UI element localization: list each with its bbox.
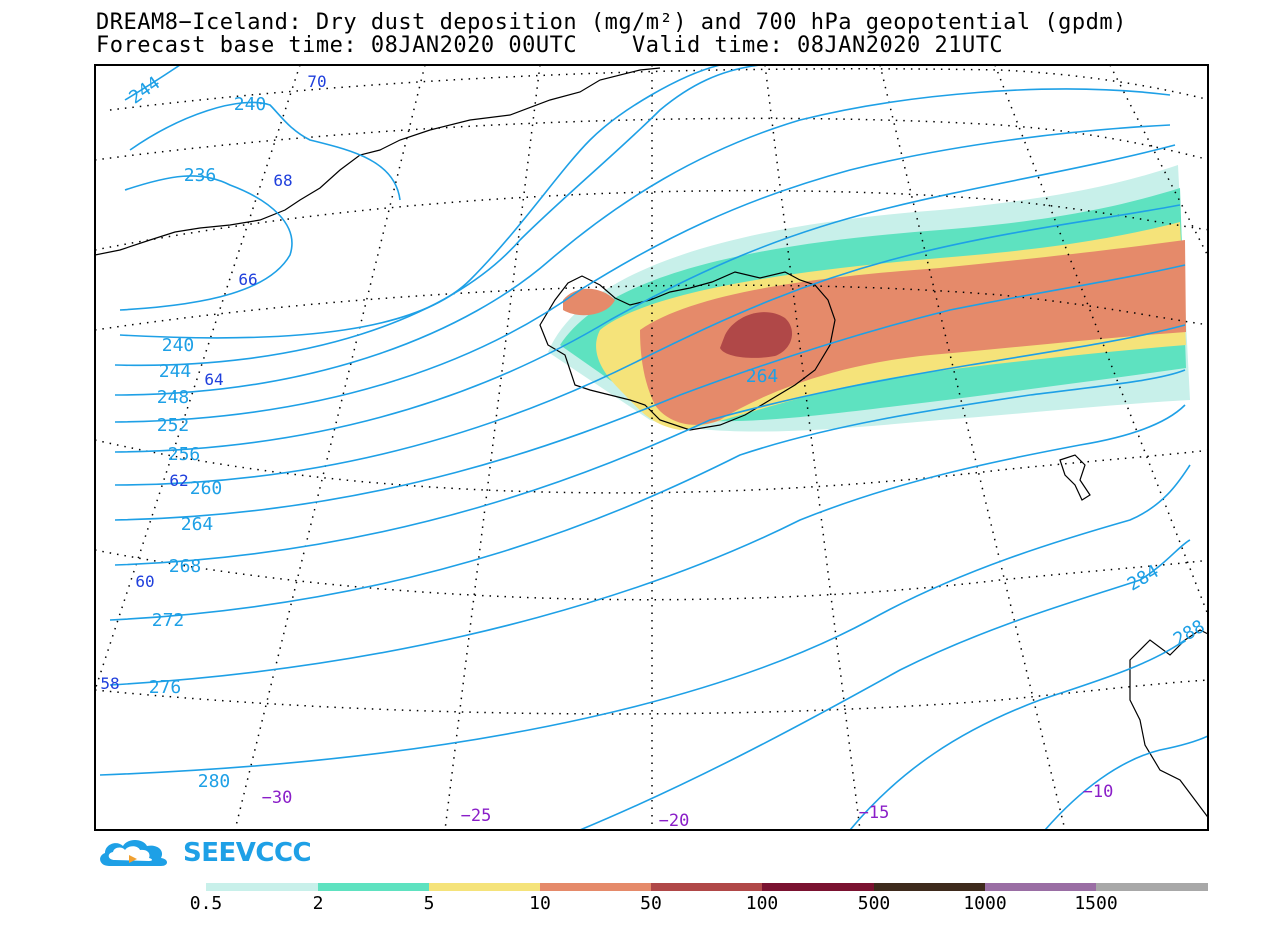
colorbar-segment — [985, 883, 1096, 891]
contour-label: 244 — [159, 361, 192, 382]
contour-label: 272 — [152, 610, 185, 631]
colorbar-tick: 50 — [640, 893, 662, 914]
colorbar-segment — [540, 883, 651, 891]
dust-band-10 — [640, 240, 1186, 425]
seevccc-logo: SEEVCCC — [95, 836, 312, 872]
lon-label: −20 — [659, 811, 690, 831]
lon-label: −10 — [1083, 782, 1114, 802]
contour-label: 280 — [198, 771, 231, 792]
contour-label: 260 — [190, 478, 223, 499]
colorbar-segment — [762, 883, 874, 891]
contour-label: 240 — [234, 94, 267, 115]
colorbar-segment — [429, 883, 540, 891]
colorbar-tick: 100 — [745, 893, 779, 914]
map-subtitle-times: Forecast base time: 08JAN2020 00UTC Vali… — [96, 33, 1004, 58]
lat-label: 68 — [273, 171, 292, 190]
lat-label: 70 — [307, 72, 326, 91]
logo-text: SEEVCCC — [183, 838, 312, 868]
contour-label: 268 — [169, 556, 202, 577]
colorbar-tick: 500 — [857, 893, 891, 914]
dust-band-50 — [720, 312, 793, 358]
contour-label: 240 — [162, 335, 195, 356]
lat-label: 58 — [100, 674, 119, 693]
cloud-icon — [100, 840, 167, 866]
contour-label: 264 — [746, 366, 779, 387]
contour-label: 264 — [181, 514, 214, 535]
colorbar-segment — [874, 883, 985, 891]
colorbar-tick: 1500 — [1074, 893, 1118, 914]
colorbar-segment — [318, 883, 429, 891]
lat-label: 66 — [238, 270, 257, 289]
colorbar-segment — [651, 883, 762, 891]
colorbar-segment — [206, 883, 318, 891]
contour-label: 252 — [157, 415, 190, 436]
contour-label: 248 — [157, 387, 190, 408]
geopotential-contours — [99, 65, 1208, 830]
coastlines — [95, 67, 1208, 819]
lat-label: 60 — [135, 572, 154, 591]
lat-label: 62 — [169, 471, 188, 490]
colorbar-tick: 0.5 — [189, 893, 223, 914]
lon-label: −15 — [859, 803, 890, 823]
colorbar-segment — [1096, 883, 1208, 891]
map-title: DREAM8−Iceland: Dry dust deposition (mg/… — [96, 10, 1127, 35]
lon-label: −25 — [461, 806, 492, 826]
contour-label: 236 — [184, 165, 217, 186]
lon-label: −30 — [262, 788, 293, 808]
contour-label: 276 — [149, 677, 182, 698]
colorbar-tick: 5 — [423, 893, 435, 914]
map-frame — [94, 64, 1209, 831]
lat-label: 64 — [204, 370, 223, 389]
colorbar-tick: 1000 — [963, 893, 1007, 914]
colorbar-tick: 2 — [312, 893, 324, 914]
contour-label: 256 — [168, 444, 201, 465]
colorbar-tick: 10 — [529, 893, 551, 914]
